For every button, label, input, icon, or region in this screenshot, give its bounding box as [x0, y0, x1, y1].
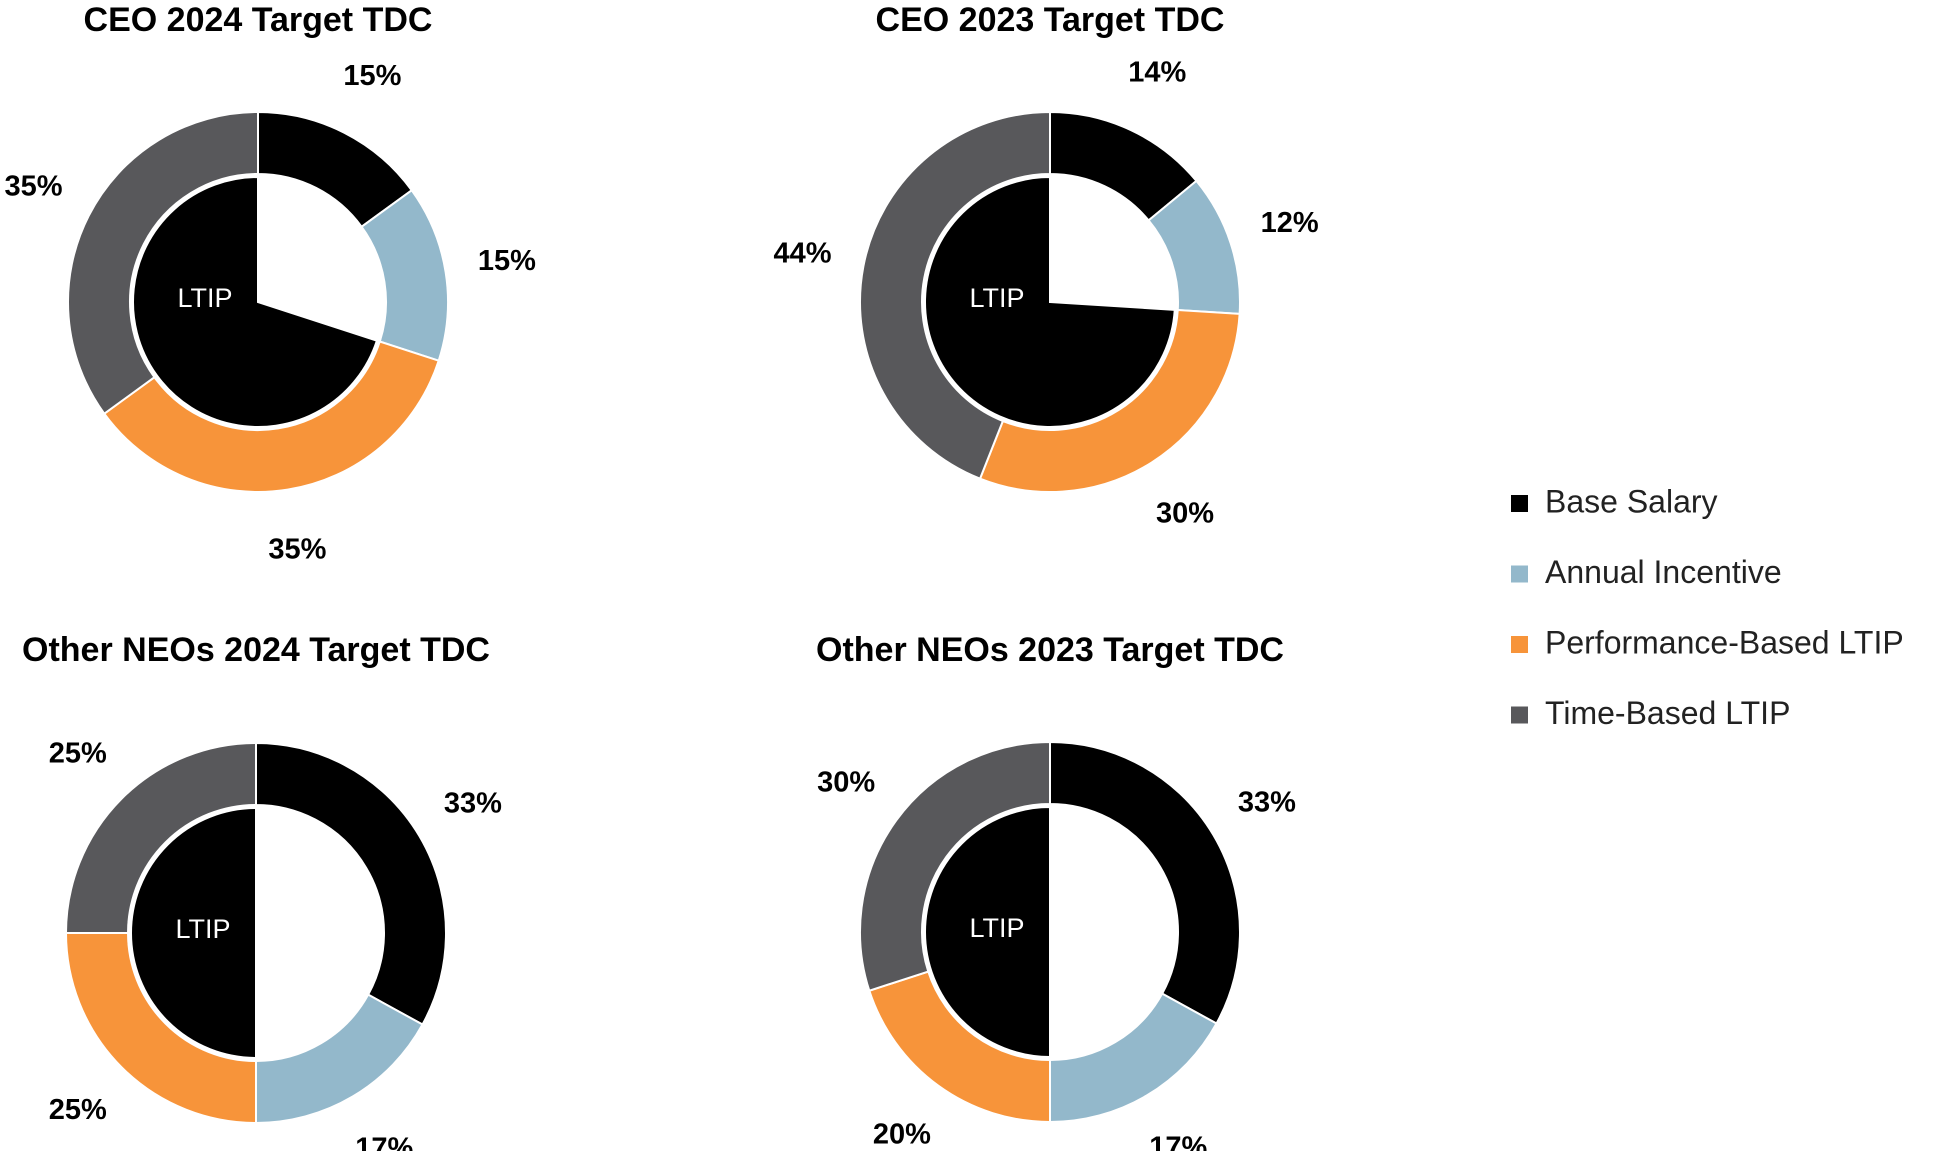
chart-title: CEO 2024 Target TDC — [84, 1, 433, 39]
chart-title: Other NEOs 2024 Target TDC — [22, 631, 490, 669]
donut-segment — [102, 340, 440, 493]
legend-swatch — [1511, 495, 1528, 512]
donut-segment — [64, 741, 257, 934]
value-label: 33% — [1238, 786, 1296, 818]
legend-swatch — [1511, 565, 1528, 583]
center-label: LTIP — [175, 914, 230, 944]
legend-label: Annual Incentive — [1545, 554, 1782, 590]
donut-segment — [67, 110, 259, 416]
value-label: 17% — [355, 1133, 413, 1151]
value-label: 25% — [49, 737, 107, 769]
value-label: 44% — [773, 237, 831, 269]
donut-segment — [978, 308, 1241, 493]
center-label: LTIP — [177, 283, 232, 313]
center-label: LTIP — [969, 913, 1024, 943]
value-label: 30% — [817, 767, 875, 799]
center-label: LTIP — [969, 283, 1024, 313]
donut-segment — [255, 993, 424, 1125]
donut-segment — [859, 740, 1051, 992]
donut-segment — [1049, 992, 1218, 1124]
legend-label: Base Salary — [1545, 483, 1718, 519]
value-label: 25% — [49, 1094, 107, 1126]
donut-segment — [1049, 740, 1241, 1025]
chart-title: CEO 2023 Target TDC — [876, 1, 1225, 39]
value-label: 17% — [1149, 1132, 1207, 1151]
value-label: 14% — [1128, 57, 1186, 89]
value-label: 30% — [1156, 497, 1214, 529]
value-label: 35% — [268, 534, 326, 566]
value-label: 20% — [873, 1119, 931, 1151]
donut-segment — [859, 110, 1051, 480]
ltip-wedge — [132, 175, 379, 428]
value-label: 15% — [478, 245, 536, 277]
legend-label: Time-Based LTIP — [1545, 695, 1790, 731]
chart-title: Other NEOs 2023 Target TDC — [816, 631, 1284, 669]
legend-swatch — [1511, 706, 1528, 724]
value-label: 15% — [343, 60, 401, 92]
ltip-wedge — [130, 806, 257, 1060]
ltip-wedge — [924, 805, 1051, 1059]
value-label: 12% — [1261, 207, 1319, 239]
ltip-wedge — [924, 175, 1176, 428]
legend-label: Performance-Based LTIP — [1545, 624, 1904, 660]
value-label: 33% — [444, 787, 502, 819]
value-label: 35% — [4, 170, 62, 202]
legend-swatch — [1511, 636, 1528, 653]
donut-segment — [255, 741, 447, 1026]
